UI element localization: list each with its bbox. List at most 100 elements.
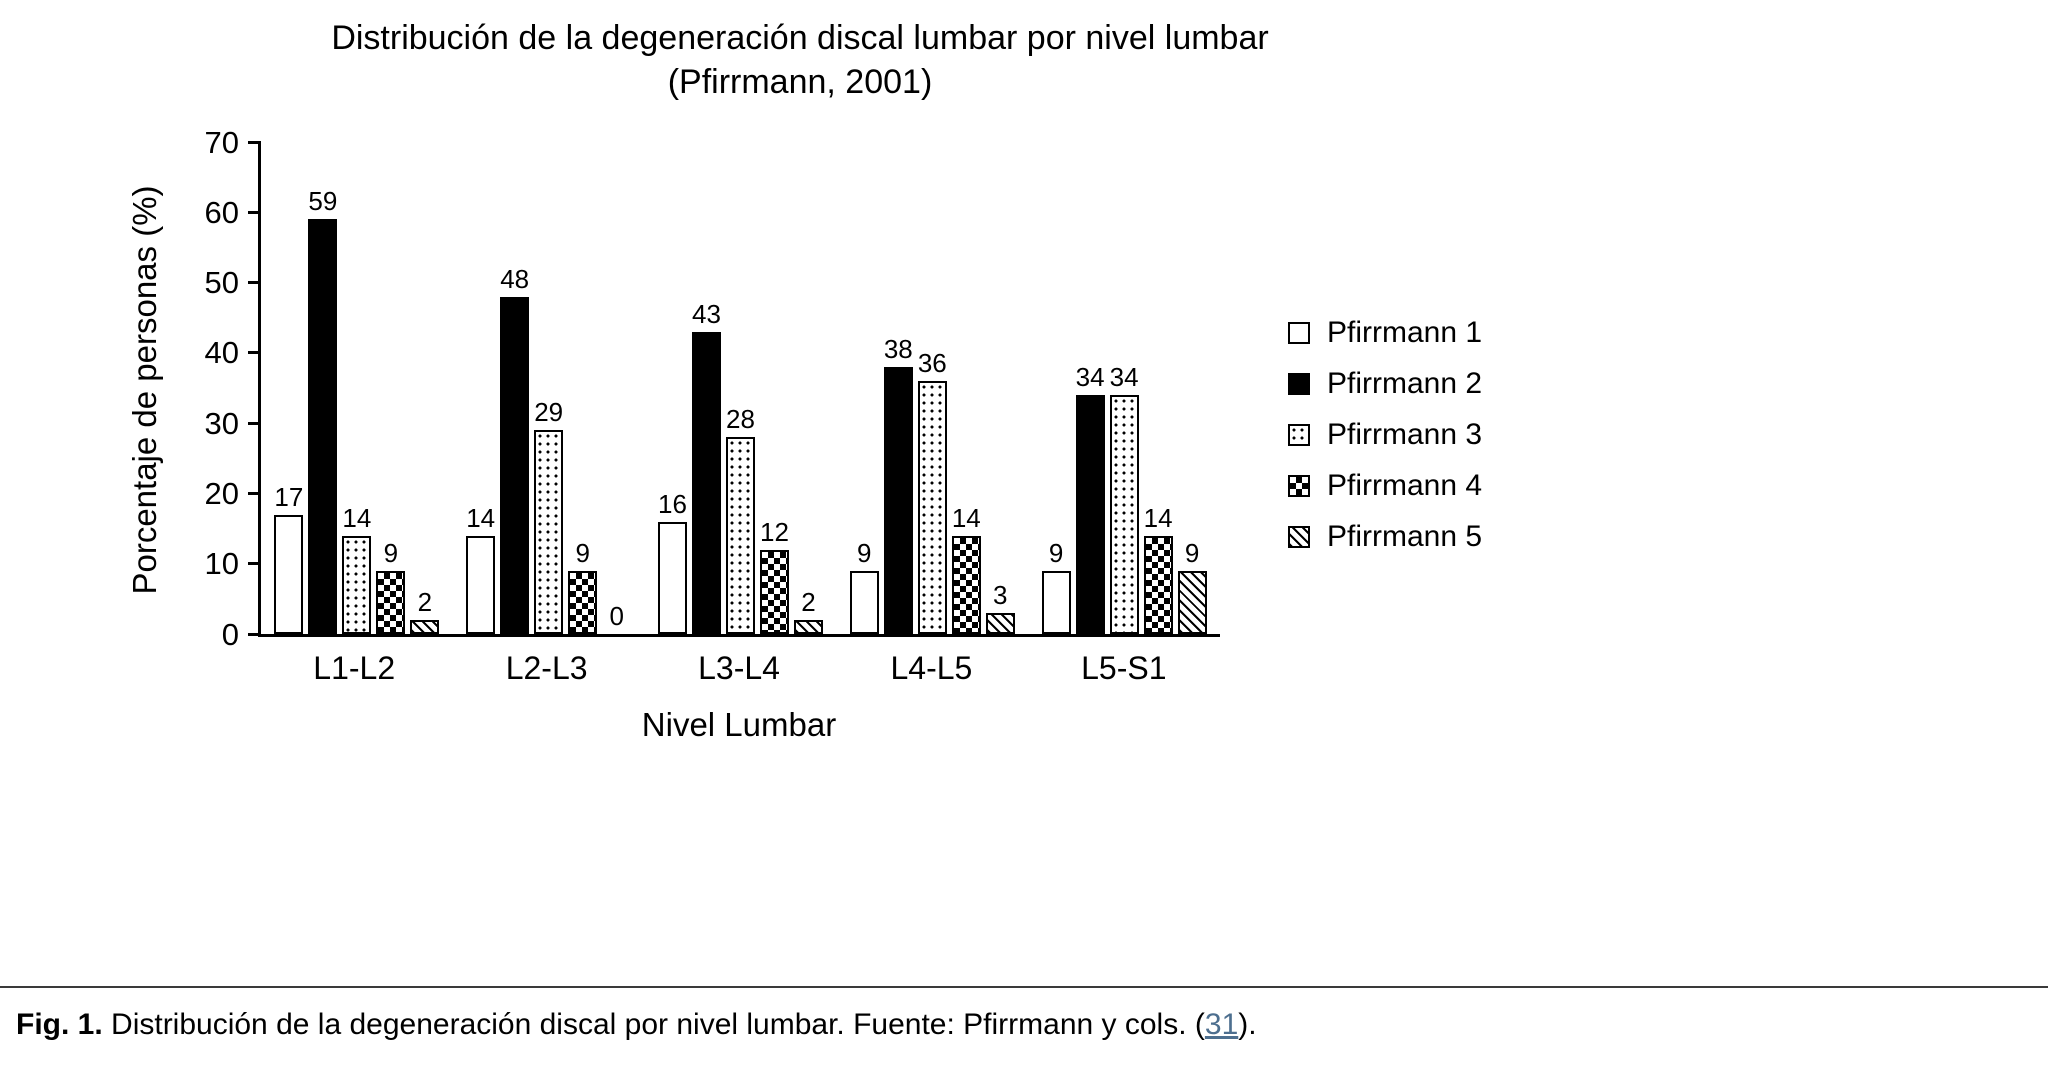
x-category-label: L1-L2 — [313, 650, 396, 686]
bar-slot: 34 — [1109, 142, 1139, 634]
y-tick-label: 60 — [204, 194, 239, 230]
bar-value-label: 48 — [500, 263, 530, 294]
bar-slot: 9 — [376, 142, 406, 634]
legend-item-pfirrmann-3: Pfirrmann 3 — [1288, 418, 1483, 451]
bar-group-l1-l2: 17 59 14 9 2 — [261, 142, 453, 634]
bar-pfirrmann-2-l3-l4 — [691, 331, 721, 634]
bar-pfirrmann-5-l4-l5 — [985, 612, 1015, 634]
bar-groups: 17 59 14 9 2 14 48 29 9 0 16 43 28 12 2 9 38 36 14 3 9 34 34 14… — [261, 142, 1220, 634]
caption-reference-link[interactable]: 31 — [1204, 1008, 1239, 1041]
bar-value-label: 9 — [857, 537, 872, 568]
legend-label: Pfirrmann 1 — [1327, 316, 1483, 349]
x-category-label: L2-L3 — [505, 650, 588, 686]
bar-group-l4-l5: 9 38 36 14 3 — [836, 142, 1028, 634]
y-tick-mark — [248, 351, 261, 355]
y-tick-mark — [248, 491, 261, 495]
y-tick-mark — [248, 632, 261, 636]
bar-pfirrmann-1-l5-s1 — [1041, 570, 1071, 634]
bar-pfirrmann-3-l4-l5 — [917, 380, 947, 634]
bar-slot: 29 — [534, 142, 564, 634]
y-tick-label: 20 — [204, 475, 239, 511]
bar-value-label: 9 — [1048, 537, 1064, 568]
y-tick-mark — [248, 281, 261, 285]
bar-value-label: 28 — [726, 404, 755, 435]
bar-pfirrmann-5-l3-l4 — [793, 619, 823, 634]
bar-value-label: 38 — [883, 333, 913, 364]
y-axis-label: Porcentaje de personas (%) — [126, 184, 163, 595]
bar-pfirrmann-4-l3-l4 — [759, 549, 789, 634]
bar-slot: 14 — [1143, 142, 1173, 634]
category-labels: L1-L2 L2-L3 L3-L4 L4-L5 L5-S1 — [258, 650, 1220, 687]
y-tick-label: 40 — [204, 335, 239, 371]
bar-slot: 2 — [793, 142, 823, 634]
bar-pfirrmann-1-l3-l4 — [657, 521, 687, 634]
bar-value-label: 9 — [383, 537, 399, 568]
caption-text: Distribución de la degeneración discal p… — [102, 1008, 1205, 1041]
bar-value-label: 29 — [534, 397, 564, 428]
bar-value-label: 16 — [658, 488, 687, 519]
bar-slot: 12 — [759, 142, 789, 634]
bar-pfirrmann-1-l1-l2 — [274, 514, 304, 634]
bar-value-label: 17 — [274, 481, 304, 512]
bar-pfirrmann-1-l4-l5 — [849, 570, 879, 634]
caption-divider — [0, 986, 2048, 988]
bar-slot: 14 — [951, 142, 981, 634]
bar-slot: 28 — [725, 142, 755, 634]
legend-swatch — [1288, 475, 1310, 497]
bar-value-label: 14 — [1143, 502, 1173, 533]
bar-pfirrmann-2-l5-s1 — [1075, 395, 1105, 634]
legend-swatch — [1288, 373, 1310, 395]
bar-slot: 14 — [342, 142, 372, 634]
bar-value-label: 12 — [760, 516, 789, 547]
legend-item-pfirrmann-2: Pfirrmann 2 — [1288, 367, 1483, 400]
bar-slot: 59 — [308, 142, 338, 634]
bar-slot: 9 — [568, 142, 598, 634]
bar-pfirrmann-4-l5-s1 — [1143, 535, 1173, 634]
legend-swatch — [1288, 322, 1310, 344]
bar-pfirrmann-1-l2-l3 — [466, 535, 496, 634]
chart-title-line1: Distribución de la degeneración discal l… — [331, 19, 1269, 57]
legend-label: Pfirrmann 2 — [1327, 367, 1483, 400]
legend-swatch — [1288, 526, 1310, 548]
legend-item-pfirrmann-4: Pfirrmann 4 — [1288, 469, 1483, 502]
x-axis-label: Nivel Lumbar — [641, 706, 837, 743]
bar-pfirrmann-2-l1-l2 — [308, 219, 338, 634]
y-axis-label-box: Porcentaje de personas (%) — [105, 142, 185, 637]
y-tick-mark — [248, 210, 261, 214]
bar-value-label: 59 — [308, 186, 338, 217]
bar-value-label: 3 — [993, 579, 1008, 610]
bar-slot: 3 — [985, 142, 1015, 634]
bar-pfirrmann-3-l2-l3 — [534, 430, 564, 634]
y-tick-mark — [248, 562, 261, 566]
x-category-label: L5-S1 — [1081, 650, 1167, 686]
y-tick-label: 50 — [204, 265, 239, 301]
bar-slot: 9 — [1177, 142, 1207, 634]
y-tick-mark — [248, 140, 261, 144]
bar-pfirrmann-2-l4-l5 — [883, 366, 913, 634]
bar-value-label: 14 — [951, 502, 981, 533]
legend-label: Pfirrmann 3 — [1327, 418, 1483, 451]
bar-value-label: 14 — [342, 502, 372, 533]
legend-swatch — [1288, 424, 1310, 446]
chart-title: Distribución de la degeneración discal l… — [180, 16, 1420, 104]
legend-label: Pfirrmann 4 — [1327, 469, 1483, 502]
caption-suffix: ). — [1238, 1008, 1257, 1041]
bar-value-label: 14 — [466, 502, 496, 533]
bar-value-label: 9 — [1184, 537, 1200, 568]
x-category-label: L4-L5 — [890, 650, 973, 686]
bar-pfirrmann-4-l2-l3 — [568, 570, 598, 634]
bar-group-l5-s1: 9 34 34 14 9 — [1028, 142, 1220, 634]
bar-group-l3-l4: 16 43 28 12 2 — [645, 142, 837, 634]
bar-slot: 48 — [500, 142, 530, 634]
legend-item-pfirrmann-5: Pfirrmann 5 — [1288, 520, 1482, 553]
bar-slot: 9 — [849, 142, 879, 634]
x-category-label: L3-L4 — [698, 650, 780, 686]
bar-slot: 43 — [691, 142, 721, 634]
bar-slot: 34 — [1075, 142, 1105, 634]
y-tick-label: 70 — [204, 124, 239, 160]
legend: Pfirrmann 1 Pfirrmann 2 Pfirrmann 3 Pfirrma… — [1288, 316, 1483, 553]
bar-value-label: 0 — [609, 601, 624, 631]
bar-value-label: 36 — [917, 347, 947, 378]
bar-slot: 0 — [602, 142, 631, 634]
